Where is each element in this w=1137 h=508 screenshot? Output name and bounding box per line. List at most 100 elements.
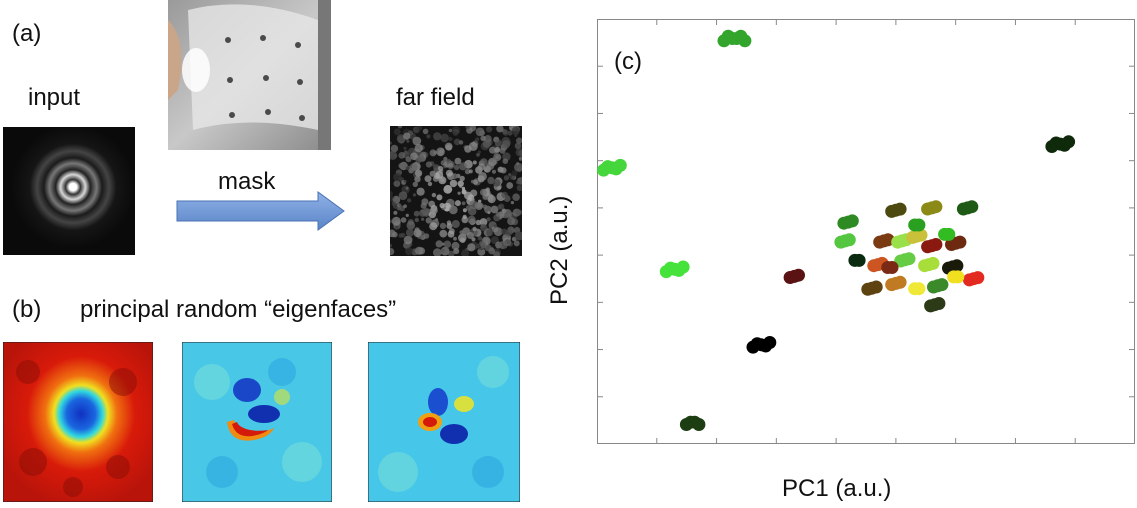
speckle-spot [503,175,510,181]
scatter-point [912,218,926,232]
speckle-spot [502,158,509,164]
speckle-spot [416,126,422,131]
speckle-spot [448,128,453,133]
speckle-spot [454,200,461,207]
far-field-label: far field [396,84,475,111]
speckle-spot [425,217,432,224]
speckle-spot [431,192,437,198]
speckle-spot [448,205,458,215]
mask-photo [168,0,331,150]
speckle-spot [516,180,521,185]
speckle-spot [403,132,411,140]
speckle-spot [486,229,494,237]
speckle-spot [419,209,427,217]
speckle-spot [516,137,522,144]
speckle-spot [390,190,393,197]
speckle-spot [511,126,520,136]
speckle-spot [477,235,483,241]
panel-a-label: (a) [12,20,42,47]
speckle-spot [514,162,522,172]
speckle-spot [452,130,459,137]
speckle-spot [464,191,472,200]
speckle-spot [391,201,397,206]
speckle-spot [500,167,507,174]
speckle-spot [398,203,402,207]
speckle-spot [436,147,445,157]
speckle-spot [475,219,481,226]
scatter-point [852,253,866,267]
scatter-point [953,235,967,249]
x-axis-label: PC1 (a.u.) [782,475,892,502]
speckle-spot [414,227,420,233]
speckle-spot [501,140,511,149]
speckle-spot [391,216,401,226]
speckle-spot [451,220,460,228]
speckle-spot [480,224,488,232]
speckle-spot [412,193,417,197]
scatter-point [893,275,907,289]
speckle-spot [396,206,401,211]
scatter-point [845,214,859,228]
scatter-point [842,233,856,247]
speckle-spot [405,166,410,171]
speckle-spot [390,141,392,145]
speckle-spot [435,240,443,248]
speckle-spot [439,229,448,238]
speckle-spot [461,201,466,206]
speckle-spot [422,128,429,135]
speckle-spot [459,175,465,182]
speckle-spot [494,147,500,153]
speckle-spot [472,160,477,165]
speckle-spot [462,214,467,219]
scatter-point [792,268,805,282]
speckle-spot [486,217,491,222]
speckle-spot [486,126,493,133]
speckle-spot [479,188,487,196]
speckle-spot [397,126,403,129]
speckle-spot [461,249,470,256]
speckle-spot [469,200,478,210]
speckle-spot [426,134,431,139]
speckle-spot [403,235,413,245]
speckle-spot [393,128,401,136]
scatter-point [763,336,777,349]
speckle-spot [443,165,447,169]
speckle-spot [493,153,502,162]
speckle-spot [501,228,508,235]
input-label: input [28,84,81,111]
speckle-spot [405,186,409,190]
speckle-spot [393,172,402,182]
speckle-spot [477,247,486,256]
eigenface-1 [3,342,153,502]
speckle-spot [449,179,458,188]
scatter-point [885,261,899,274]
speckle-spot [496,126,504,133]
speckle-spot [483,165,492,173]
speckle-spot [406,221,416,230]
speckle-spot [443,184,453,194]
mask-arrow [176,190,346,232]
scatter-point [929,238,943,251]
speckle-spot [482,139,491,148]
speckle-spot [390,150,398,160]
speckle-spot [453,236,457,241]
speckle-spot [440,160,447,166]
input-beam-image [3,127,135,255]
speckle-spot [487,211,491,215]
speckle-spot [492,179,501,187]
scatter-chart [597,19,1135,445]
speckle-spot [516,209,522,216]
speckle-spot [459,230,464,235]
speckle-spot [403,179,407,183]
speckle-spot [398,152,406,159]
speckle-spot [501,191,508,199]
far-field-image [390,126,522,256]
speckle-spot [445,169,453,177]
scatter-point [676,260,690,274]
speckle-spot [514,142,522,150]
scatter-point [926,256,940,270]
panel-b-label: (b) [12,296,42,323]
speckle-spot [390,243,393,248]
speckle-spot [453,140,457,144]
speckle-spot [459,184,463,188]
